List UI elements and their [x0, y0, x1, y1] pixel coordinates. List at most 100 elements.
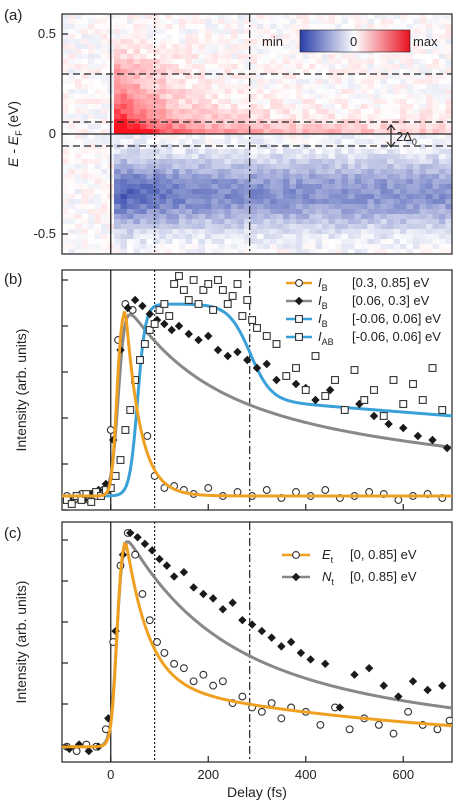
heatmap-cell: [159, 49, 167, 55]
heatmap-cell: [198, 204, 206, 210]
heatmap-cell: [322, 59, 330, 65]
heatmap-cell: [445, 209, 452, 215]
heatmap-cell: [250, 29, 258, 35]
heatmap-cell: [218, 179, 226, 185]
heatmap-cell: [374, 74, 382, 80]
heatmap-cell: [263, 44, 271, 50]
heatmap-cell: [237, 29, 245, 35]
heatmap-cell: [432, 89, 440, 95]
heatmap-cell: [224, 14, 232, 20]
heatmap-cell: [400, 199, 408, 205]
heatmap-cell: [257, 249, 265, 254]
heatmap-cell: [68, 164, 76, 170]
heatmap-cell: [62, 249, 70, 254]
data-point: [360, 396, 369, 404]
heatmap-cell: [335, 164, 343, 170]
heatmap-cell: [354, 244, 362, 250]
heatmap-cell: [224, 114, 232, 120]
heatmap-cell: [289, 189, 297, 195]
heatmap-cell: [283, 24, 291, 30]
heatmap-cell: [140, 129, 148, 135]
heatmap-cell: [205, 19, 213, 25]
heatmap-cell: [387, 189, 395, 195]
heatmap-cell: [205, 239, 213, 245]
heatmap-cell: [328, 134, 336, 140]
heatmap-cell: [244, 44, 252, 50]
heatmap-cell: [445, 89, 452, 95]
heatmap-cell: [413, 134, 421, 140]
heatmap-cell: [140, 44, 148, 50]
heatmap-cell: [445, 79, 452, 85]
heatmap-cell: [146, 244, 154, 250]
heatmap-cell: [114, 144, 122, 150]
heatmap-cell: [88, 164, 96, 170]
heatmap-cell: [114, 229, 122, 235]
data-point: [218, 286, 227, 294]
heatmap-cell: [393, 244, 401, 250]
heatmap-cell: [62, 184, 70, 190]
heatmap-cell: [218, 109, 226, 115]
data-point: [292, 364, 300, 372]
heatmap-cell: [237, 59, 245, 65]
heatmap-cell: [224, 244, 232, 250]
heatmap-cell: [166, 104, 174, 110]
heatmap-cell: [413, 99, 421, 105]
heatmap-cell: [231, 159, 239, 165]
heatmap-cell: [244, 84, 252, 90]
heatmap-cell: [335, 64, 343, 70]
heatmap-cell: [296, 29, 304, 35]
heatmap-cell: [270, 229, 278, 235]
heatmap-cell: [276, 204, 284, 210]
heatmap-cell: [439, 64, 447, 70]
heatmap-cell: [367, 169, 375, 175]
heatmap-cell: [276, 239, 284, 245]
heatmap-cell: [315, 194, 323, 200]
heatmap-cell: [81, 94, 89, 100]
legend-marker: [292, 551, 300, 559]
heatmap-cell: [380, 104, 388, 110]
heatmap-cell: [218, 69, 226, 75]
heatmap-cell: [120, 74, 128, 80]
heatmap-cell: [224, 74, 232, 80]
heatmap-cell: [185, 149, 193, 155]
heatmap-cell: [393, 174, 401, 180]
heatmap-cell: [263, 129, 271, 135]
heatmap-cell: [62, 134, 70, 140]
heatmap-cell: [68, 244, 76, 250]
heatmap-cell: [68, 229, 76, 235]
heatmap-cell: [237, 214, 245, 220]
heatmap-cell: [192, 114, 200, 120]
heatmap-cell: [237, 104, 245, 110]
heatmap-cell: [348, 239, 356, 245]
heatmap-cell: [309, 139, 317, 145]
heatmap-cell: [348, 69, 356, 75]
heatmap-cell: [419, 234, 427, 240]
heatmap-cell: [153, 169, 161, 175]
legend-entry: Nt [0, 0.85] eV: [322, 569, 417, 587]
heatmap-cell: [439, 189, 447, 195]
heatmap-cell: [283, 219, 291, 225]
heatmap-cell: [393, 184, 401, 190]
heatmap-cell: [127, 14, 135, 20]
heatmap-cell: [120, 189, 128, 195]
heatmap-cell: [315, 164, 323, 170]
heatmap-cell: [302, 204, 310, 210]
heatmap-cell: [348, 194, 356, 200]
heatmap-cell: [426, 229, 434, 235]
heatmap-cell: [354, 134, 362, 140]
heatmap-cell: [88, 214, 96, 220]
heatmap-cell: [270, 159, 278, 165]
heatmap-cell: [179, 44, 187, 50]
heatmap-cell: [413, 139, 421, 145]
heatmap-cell: [393, 14, 401, 20]
heatmap-cell: [133, 74, 141, 80]
heatmap-cell: [276, 244, 284, 250]
data-point: [167, 325, 176, 335]
heatmap-cell: [140, 174, 148, 180]
heatmap-cell: [81, 159, 89, 165]
heatmap-cell: [387, 154, 395, 160]
heatmap-cell: [114, 89, 122, 95]
heatmap-cell: [250, 249, 258, 254]
heatmap-cell: [198, 184, 206, 190]
heatmap-cell: [224, 234, 232, 240]
